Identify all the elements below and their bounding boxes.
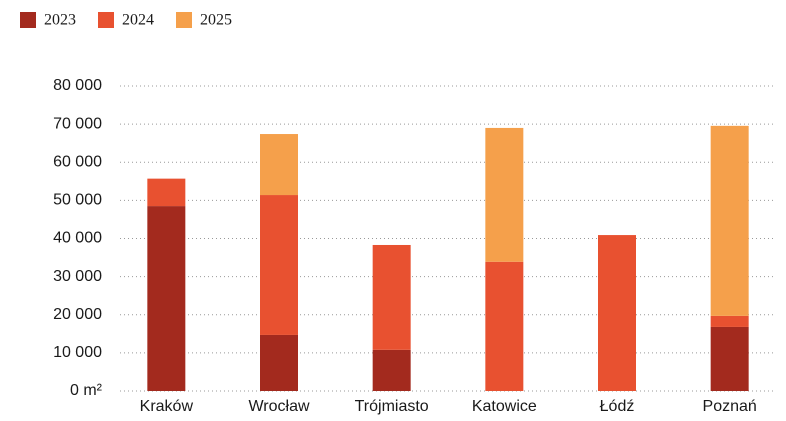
bar-segment: [260, 334, 298, 391]
x-tick-label: Wrocław: [248, 398, 309, 415]
x-tick-label: Kraków: [140, 398, 194, 415]
bar-segment: [485, 261, 524, 391]
x-tick-label: Trójmiasto: [355, 398, 429, 415]
bar-segment: [710, 326, 749, 391]
x-tick-label: Łódź: [600, 398, 635, 415]
y-tick-label: 30 000: [53, 268, 102, 285]
legend-swatch: [98, 12, 114, 28]
bar-segment: [147, 206, 186, 391]
bar-segment: [598, 235, 636, 391]
bar-segment: [710, 125, 749, 316]
y-tick-label: 50 000: [53, 192, 102, 209]
legend-label: 2023: [44, 12, 76, 29]
bar-segment: [260, 195, 298, 335]
x-tick-label: Poznań: [703, 398, 757, 415]
bar-segment: [372, 244, 411, 350]
bar-segment: [260, 134, 298, 196]
y-tick-label: 40 000: [53, 230, 102, 247]
bar-segment: [485, 127, 524, 262]
legend-label: 2025: [200, 12, 232, 29]
y-tick-label: 80 000: [53, 77, 102, 94]
legend-swatch: [176, 12, 192, 28]
y-tick-label: 60 000: [53, 153, 102, 170]
bar-segment: [147, 178, 186, 207]
y-tick-label: 10 000: [53, 344, 102, 361]
y-tick-label: 0 m²: [70, 382, 103, 399]
legend-swatch: [20, 12, 36, 28]
bar-segment: [372, 349, 411, 391]
y-tick-label: 70 000: [53, 115, 102, 132]
y-tick-label: 20 000: [53, 306, 102, 323]
x-tick-label: Katowice: [472, 398, 537, 415]
bar-segment: [710, 315, 749, 327]
legend-label: 2024: [122, 12, 154, 29]
